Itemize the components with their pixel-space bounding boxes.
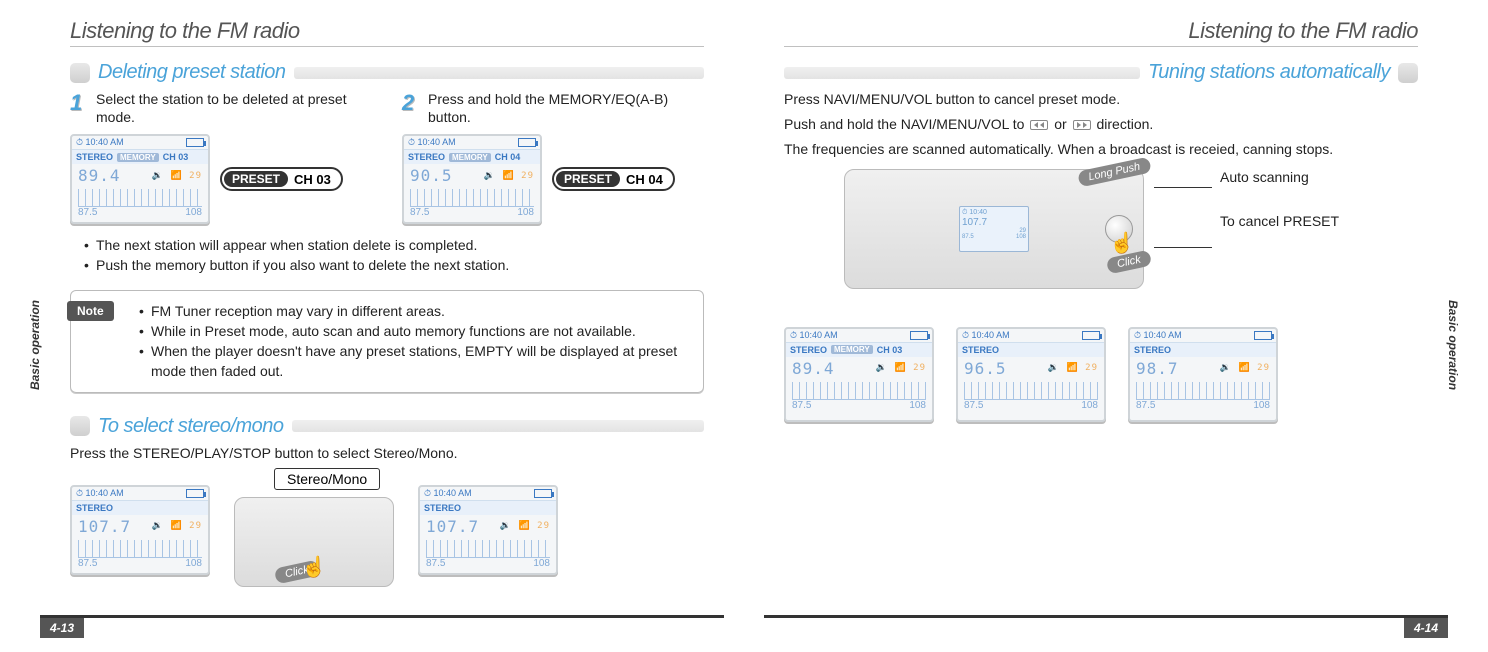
page-left: Listening to the FM radio Deleting prese… bbox=[0, 0, 744, 652]
step-2: 2 Press and hold the MEMORY/EQ(A-B) butt… bbox=[402, 90, 704, 224]
section-fill bbox=[292, 420, 704, 432]
lcd-tune-3: ⏱ 10:40 AM STEREO 98.7🔉 📶 29 87.5108 bbox=[1128, 327, 1278, 422]
chapter-title-right: Listening to the FM radio bbox=[784, 18, 1418, 44]
lcd-delete-1: ⏱ 10:40 AM STEREOMEMORYCH 03 89.4🔉 📶 29 … bbox=[70, 134, 210, 224]
battery-icon bbox=[1254, 331, 1272, 340]
battery-icon bbox=[186, 138, 204, 147]
step-1-num: 1 bbox=[70, 90, 88, 116]
stereo-mono-label: Stereo/Mono bbox=[274, 468, 380, 490]
section-fill bbox=[294, 67, 704, 79]
note-tag: Note bbox=[67, 301, 114, 321]
long-push-badge: Long Push bbox=[1078, 156, 1152, 187]
step-1-text: Select the station to be deleted at pres… bbox=[96, 90, 372, 126]
page-number-right: 4-14 bbox=[1404, 618, 1448, 638]
mini-lcd: ⏱ 10:40 107.7 29 87.5108 bbox=[959, 206, 1029, 252]
battery-icon bbox=[518, 138, 536, 147]
cursor-icon: ☝ bbox=[1110, 230, 1135, 255]
next-icon bbox=[1073, 120, 1091, 130]
battery-icon bbox=[186, 489, 204, 498]
section-tune-title: Tuning stations automatically bbox=[1148, 61, 1390, 84]
delete-steps: 1 Select the station to be deleted at pr… bbox=[70, 90, 704, 224]
note-box: Note FM Tuner reception may vary in diff… bbox=[70, 290, 704, 393]
lcd-tune-2: ⏱ 10:40 AM STEREO 96.5🔉 📶 29 87.5108 bbox=[956, 327, 1106, 422]
footer-rule-right bbox=[764, 615, 1448, 618]
cursor-icon: ☝ bbox=[302, 554, 327, 579]
side-label-left: Basic operation bbox=[28, 300, 42, 390]
lcd-stereo-1: ⏱ 10:40 AM STEREO 107.7🔉 📶 29 87.5108 bbox=[70, 485, 210, 575]
stereo-intro: Press the STEREO/PLAY/STOP button to sel… bbox=[70, 444, 704, 463]
note-item: FM Tuner reception may vary in different… bbox=[139, 301, 691, 321]
section-stereo-header: To select stereo/mono bbox=[70, 415, 704, 438]
prev-icon bbox=[1030, 120, 1048, 130]
lcd-row: ⏱ 10:40 AM STEREOMEMORYCH 03 89.4🔉 📶 29 … bbox=[784, 327, 1418, 422]
chip-icon bbox=[1398, 63, 1418, 83]
chip-icon bbox=[70, 63, 90, 83]
section-fill bbox=[784, 67, 1140, 79]
preset-pill-1: PRESETCH 03 bbox=[220, 167, 343, 191]
device-area: ⏱ 10:40 107.7 29 87.5108 Long Push Click… bbox=[784, 169, 1418, 309]
device-illustration: ⏱ 10:40 107.7 29 87.5108 Long Push Click… bbox=[844, 169, 1144, 289]
side-label-right: Basic operation bbox=[1446, 300, 1460, 390]
lcd-tune-1: ⏱ 10:40 AM STEREOMEMORYCH 03 89.4🔉 📶 29 … bbox=[784, 327, 934, 422]
note-item: While in Preset mode, auto scan and auto… bbox=[139, 321, 691, 341]
chapter-title-left: Listening to the FM radio bbox=[70, 18, 704, 44]
step-2-text: Press and hold the MEMORY/EQ(A-B) button… bbox=[428, 90, 704, 126]
page-right: Listening to the FM radio Tuning station… bbox=[744, 0, 1488, 652]
section-tune-header: Tuning stations automatically bbox=[784, 61, 1418, 84]
battery-icon bbox=[534, 489, 552, 498]
note-item: When the player doesn't have any preset … bbox=[139, 341, 691, 382]
stereo-row: ⏱ 10:40 AM STEREO 107.7🔉 📶 29 87.5108 St… bbox=[70, 473, 704, 587]
preset-pill-2: PRESETCH 04 bbox=[552, 167, 675, 191]
section-stereo-title: To select stereo/mono bbox=[98, 415, 284, 438]
chip-icon bbox=[70, 416, 90, 436]
footer-rule-left bbox=[40, 615, 724, 618]
lcd-stereo-2: ⏱ 10:40 AM STEREO 107.7🔉 📶 29 87.5108 bbox=[418, 485, 558, 575]
rule-top-right bbox=[784, 46, 1418, 47]
step-1: 1 Select the station to be deleted at pr… bbox=[70, 90, 372, 224]
battery-icon bbox=[910, 331, 928, 340]
step-2-num: 2 bbox=[402, 90, 420, 116]
cancel-preset-label: To cancel PRESET bbox=[1220, 213, 1339, 229]
tune-intro-2: Push and hold the NAVI/MENU/VOL to or di… bbox=[784, 115, 1418, 134]
lcd-delete-2: ⏱ 10:40 AM STEREOMEMORYCH 04 90.5🔉 📶 29 … bbox=[402, 134, 542, 224]
tune-intro-1: Press NAVI/MENU/VOL button to cancel pre… bbox=[784, 90, 1418, 109]
bullet-item: Push the memory button if you also want … bbox=[84, 256, 704, 276]
rule-top-left bbox=[70, 46, 704, 47]
page-number-left: 4-13 bbox=[40, 618, 84, 638]
section-delete-title: Deleting preset station bbox=[98, 61, 286, 84]
delete-sub-bullets: The next station will appear when statio… bbox=[70, 236, 704, 275]
section-delete-header: Deleting preset station bbox=[70, 61, 704, 84]
battery-icon bbox=[1082, 331, 1100, 340]
bullet-item: The next station will appear when statio… bbox=[84, 236, 704, 256]
tune-intro-3: The frequencies are scanned automaticall… bbox=[784, 140, 1418, 159]
callout-line bbox=[1154, 187, 1212, 188]
callout-line bbox=[1154, 247, 1212, 248]
auto-scan-label: Auto scanning bbox=[1220, 169, 1309, 185]
